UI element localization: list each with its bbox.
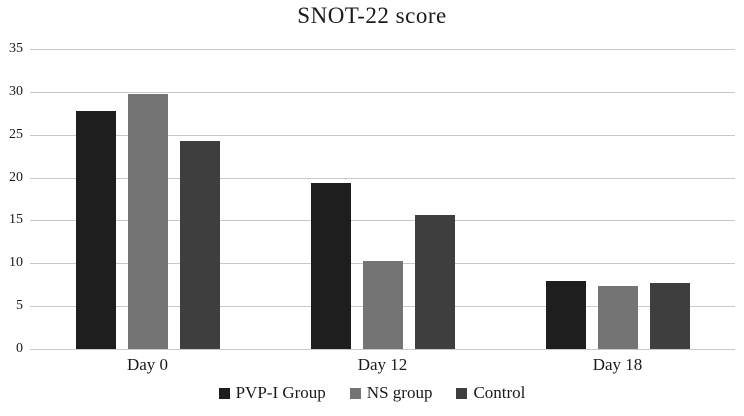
- gridline-35: [30, 49, 735, 50]
- y-axis-tick-label-20: 20: [9, 169, 23, 185]
- y-axis-tick-label-5: 5: [16, 298, 23, 314]
- bar-ns-group-day-18: [597, 286, 638, 349]
- y-axis-tick-label-10: 10: [9, 255, 23, 271]
- y-axis-tick-label-25: 25: [9, 126, 23, 142]
- gridline-20: [30, 177, 735, 179]
- gridline-30: [30, 91, 735, 93]
- legend-label: NS group: [366, 383, 433, 402]
- bar-control-day-18: [649, 283, 690, 349]
- bar-control-day-12: [414, 215, 455, 349]
- bar-group-day-0: [75, 49, 220, 349]
- y-axis-tick-label-35: 35: [9, 41, 23, 56]
- legend-swatch-icon: [349, 387, 361, 399]
- legend-item-control: Control: [456, 383, 525, 403]
- bar-pvp-i-group-day-0: [75, 110, 116, 349]
- chart-title: SNOT-22 score: [297, 3, 447, 28]
- gridline-15: [30, 220, 735, 222]
- legend: PVP-I Group NS group Control: [0, 383, 744, 403]
- plot-area: [30, 49, 735, 350]
- legend-item-pvp-i-group: PVP-I Group: [218, 383, 326, 403]
- legend-swatch-icon: [218, 387, 230, 399]
- x-axis-tick-label-day-18: Day 18: [592, 355, 643, 374]
- bar-ns-group-day-0: [127, 93, 168, 349]
- bar-control-day-0: [179, 140, 220, 349]
- legend-label: PVP-I Group: [235, 383, 326, 402]
- y-axis-tick-label-0: 0: [16, 341, 23, 356]
- bar-group-day-18: [545, 49, 690, 349]
- y-axis-tick-label-15: 15: [9, 212, 23, 228]
- x-axis-tick-label-day-0: Day 0: [126, 355, 169, 374]
- legend-label: Control: [473, 383, 526, 402]
- gridline-0: [30, 349, 735, 350]
- bar-group-day-12: [310, 49, 455, 349]
- legend-item-ns-group: NS group: [349, 383, 433, 403]
- x-axis-tick-label-day-12: Day 12: [357, 355, 408, 374]
- legend-swatch-icon: [456, 387, 468, 399]
- bar-ns-group-day-12: [362, 260, 403, 349]
- bar-pvp-i-group-day-12: [310, 182, 351, 349]
- y-axis-tick-label-30: 30: [9, 83, 23, 99]
- gridline-25: [30, 134, 735, 136]
- bar-pvp-i-group-day-18: [545, 281, 586, 349]
